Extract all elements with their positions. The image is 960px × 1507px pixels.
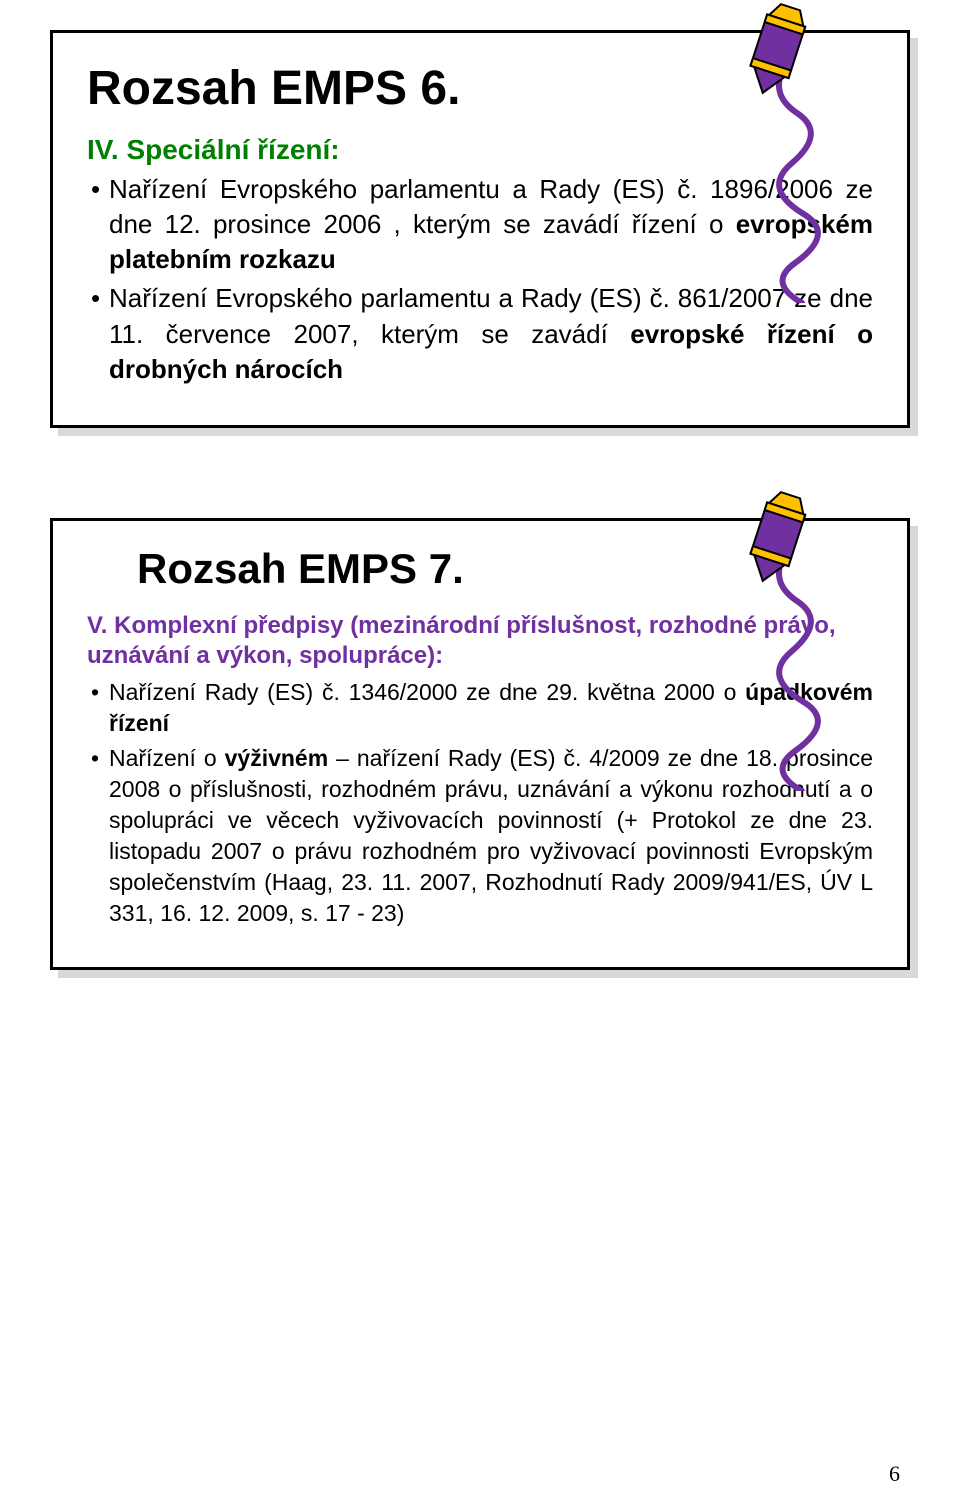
crayon-icon [707, 491, 877, 796]
page-number: 6 [889, 1461, 900, 1487]
bullet-text: Nařízení o [109, 745, 225, 771]
bullet-bold: výživném [225, 745, 329, 771]
bullet-text: Nařízení Rady (ES) č. 1346/2000 ze dne 2… [109, 679, 745, 705]
slide-1: Rozsah EMPS 6. IV. Speciální řízení: Nař… [50, 30, 910, 428]
slide-2: Rozsah EMPS 7. V. Komplexní předpisy (me… [50, 518, 910, 971]
crayon-icon [707, 3, 877, 308]
page: Rozsah EMPS 6. IV. Speciální řízení: Nař… [0, 0, 960, 1507]
